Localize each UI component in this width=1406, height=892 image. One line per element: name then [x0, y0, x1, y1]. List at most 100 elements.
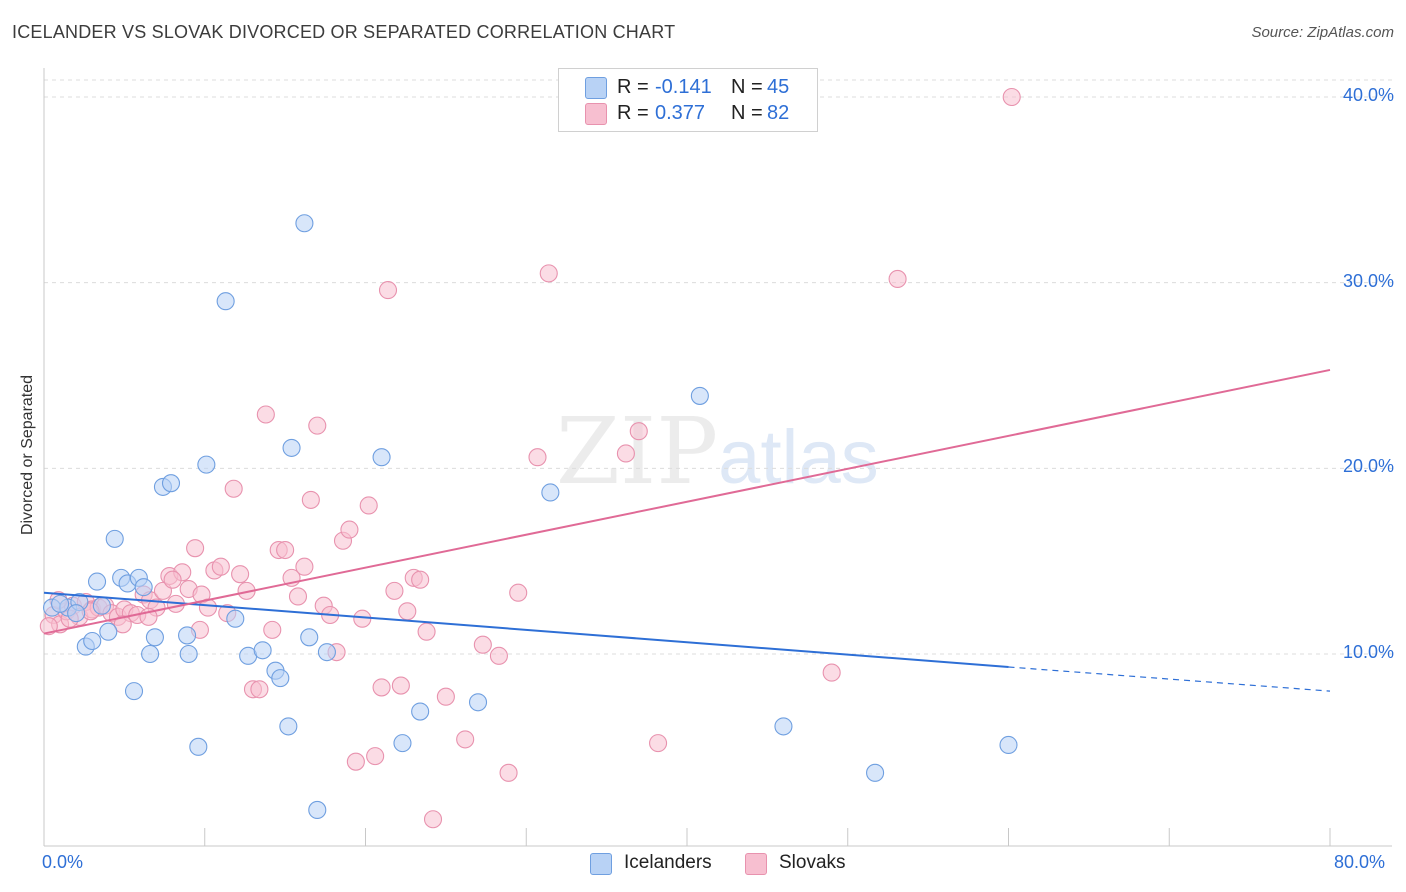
slovak-point [39, 617, 58, 636]
watermark-atlas: atlas [718, 415, 879, 500]
icelander-point [145, 628, 164, 647]
slovak-point [163, 570, 182, 589]
slovak-point [250, 680, 269, 699]
slovak-point [509, 583, 528, 602]
bottom-legend-swatch-slovaks [745, 853, 767, 875]
legend-n-value-icelanders: 45 [767, 75, 790, 98]
slovak-point [888, 269, 907, 289]
slovak-point [224, 479, 243, 498]
slovak-point [385, 581, 404, 600]
slovak-point [340, 520, 359, 539]
icelander-trend-line [43, 591, 1009, 668]
icelander-point [178, 626, 197, 645]
y-tick-label-20: 20.0% [1342, 456, 1394, 477]
slovak-point [231, 565, 250, 584]
x-tick-label-max: 80.0% [1334, 852, 1386, 872]
legend-n-value-slovaks: 82 [767, 101, 790, 124]
slovak-point [436, 687, 455, 706]
slovak-point [417, 622, 436, 641]
slovak-point [372, 678, 391, 697]
slovak-point [528, 448, 547, 467]
icelander-point [411, 702, 430, 721]
slovak-point [288, 587, 308, 606]
slovak-point [359, 496, 378, 515]
icelander-point [300, 628, 319, 647]
slovak-point [649, 734, 668, 753]
correlation-legend: R = -0.141 N = 45 R = 0.377 N = 82 [558, 68, 818, 132]
slovak-point [308, 416, 327, 435]
icelander-point [690, 386, 709, 405]
icelander-point [774, 717, 793, 736]
y-tick-label-30: 30.0% [1342, 270, 1394, 291]
slovak-point [629, 422, 648, 441]
slovak-point [301, 490, 320, 509]
icelander-point [92, 596, 111, 615]
axis-layer [43, 68, 1392, 847]
legend-n-label: N = [731, 101, 763, 124]
trend-layer [43, 368, 1331, 692]
icelander-point [141, 644, 160, 664]
slovak-point [473, 635, 492, 654]
x-tick-label-min: 0.0% [42, 852, 84, 872]
icelander-point [87, 572, 107, 591]
slovak-point [1002, 87, 1021, 107]
icelander-point [83, 631, 102, 651]
icelander-point [226, 609, 245, 628]
icelander-point [197, 455, 216, 474]
icelander-point [179, 644, 198, 664]
legend-swatch-slovaks [585, 103, 607, 125]
slovak-point [353, 609, 372, 628]
icelander-point [67, 604, 86, 623]
icelander-point [541, 483, 560, 502]
slovak-point [186, 539, 205, 558]
y-axis-label: Divorced or Separated [19, 374, 36, 536]
slovak-point [366, 747, 385, 766]
icelander-point [51, 594, 70, 613]
legend-swatch-icelanders [585, 77, 607, 99]
icelander-point [161, 474, 181, 493]
slovak-point [411, 570, 430, 589]
icelander-point [99, 622, 118, 641]
icelander-point [372, 448, 391, 467]
slovak-point [256, 405, 275, 424]
icelander-point [271, 669, 290, 688]
icelander-point [295, 214, 314, 233]
bottom-legend-label-slovaks: Slovaks [779, 852, 846, 873]
legend-r-label: R = [617, 75, 649, 98]
slovak-point [295, 557, 314, 576]
watermark: ZIPatlas [556, 398, 879, 505]
point-layer [39, 87, 1021, 829]
icelander-point [866, 763, 885, 782]
legend-r-value-slovaks: 0.377 [655, 101, 706, 124]
icelander-point [216, 292, 235, 311]
icelander-point [253, 641, 272, 660]
watermark-zip: ZIP [556, 398, 719, 505]
icelander-point [124, 682, 144, 701]
icelander-point [134, 578, 153, 597]
bottom-legend-swatch-icelanders [590, 853, 612, 875]
icelander-point [999, 735, 1018, 755]
icelander-point [468, 693, 488, 712]
icelander-point [105, 529, 124, 548]
slovak-point [489, 646, 508, 665]
y-tick-label-10: 10.0% [1342, 642, 1394, 662]
icelander-point [317, 643, 336, 662]
slovak-point [378, 281, 398, 300]
slovak-point [539, 264, 558, 283]
slovak-point [456, 730, 475, 749]
icelander-point [282, 438, 301, 457]
slovak-point [346, 752, 365, 771]
slovak-point [499, 763, 518, 782]
legend-r-label: R = [617, 101, 649, 124]
slovak-point [616, 444, 635, 463]
icelander-point [279, 717, 298, 736]
slovak-point [423, 810, 443, 829]
legend-n-label: N = [731, 75, 763, 98]
slovak-point [211, 557, 230, 576]
chart-title: ICELANDER VS SLOVAK DIVORCED OR SEPARATE… [12, 22, 676, 42]
source-label: Source: ZipAtlas.com [1251, 24, 1394, 41]
slovak-point [113, 615, 132, 634]
y-tick-label-40: 40.0% [1342, 85, 1394, 105]
icelander-point [189, 737, 208, 756]
icelander-trend-extension [1008, 666, 1331, 692]
